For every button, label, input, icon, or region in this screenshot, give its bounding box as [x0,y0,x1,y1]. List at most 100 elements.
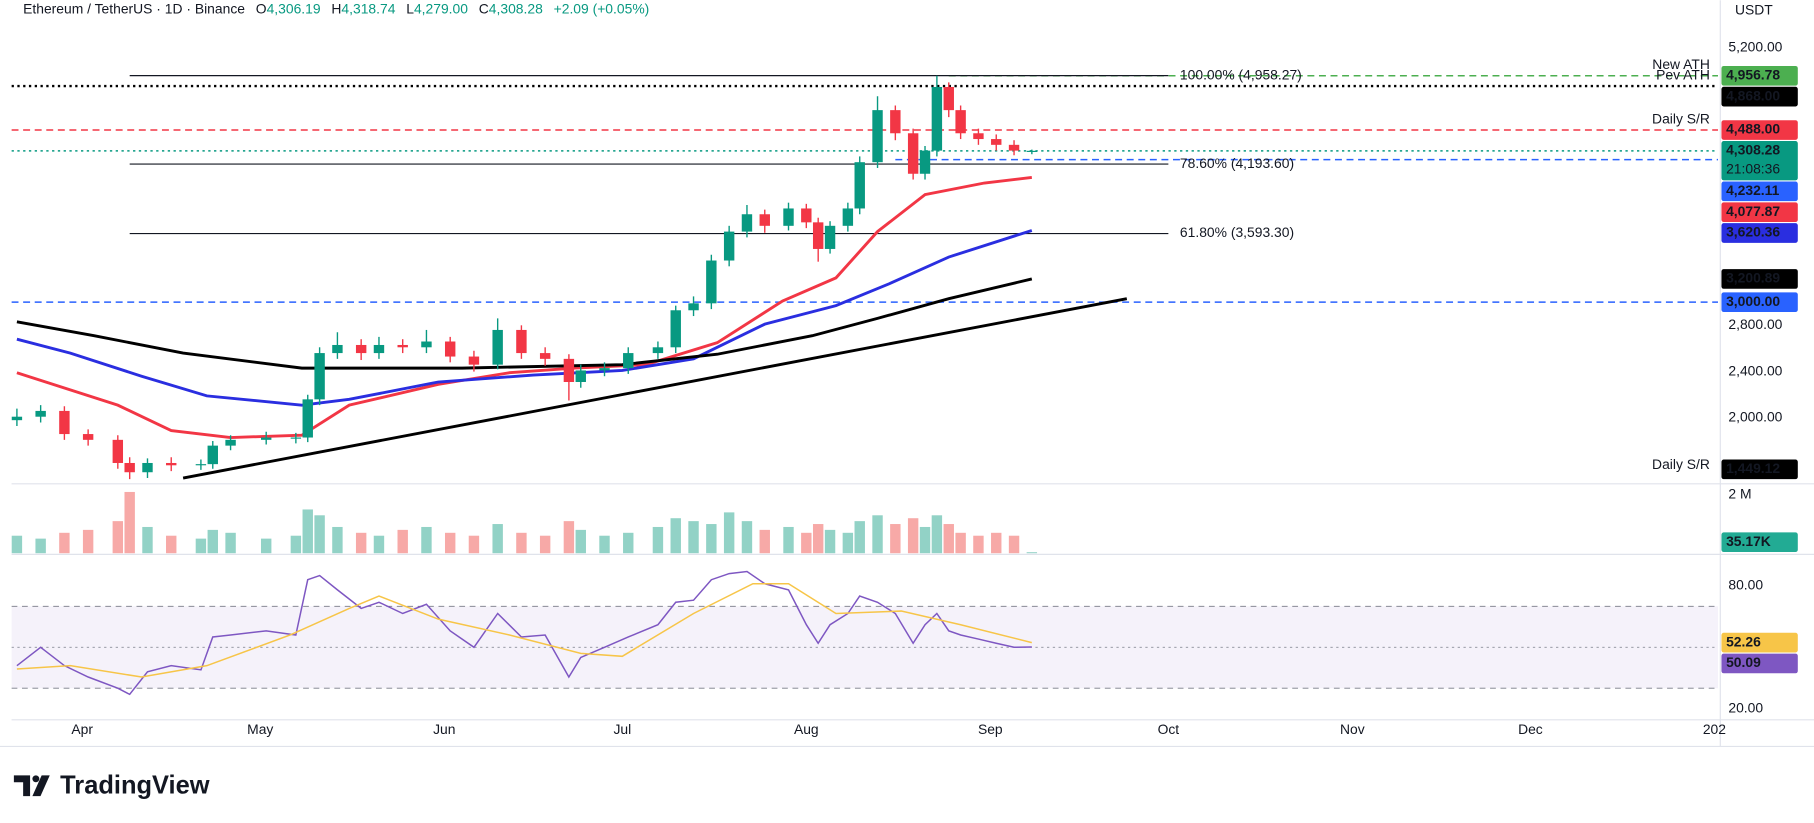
volume-bar [195,538,207,554]
volume-bar [575,529,586,554]
volume-bar [1008,535,1020,554]
trendline [182,297,1128,480]
volume-bar [373,535,385,554]
x-tick-label: Dec [1518,721,1543,737]
ohlc-key: L [406,0,414,16]
volume-bar [842,532,854,554]
axis-label: 4,956.78 [1726,66,1780,82]
level-note: New ATH [1652,56,1710,72]
volume-bar [1026,552,1038,554]
volume-bar [397,529,408,554]
candle-body [931,86,943,151]
volume-bar [872,515,883,554]
volume-bar [468,535,480,554]
volume-bar [623,532,634,554]
volume-bar [688,521,699,554]
volume-bar [783,526,794,554]
volume-bar [516,532,527,554]
candle-body [973,133,984,140]
candle-body [890,110,901,134]
axis-label: 4,232.11 [1726,182,1780,198]
x-tick-label: Sep [978,721,1003,737]
axis-label-box [1721,653,1798,674]
candle-body [82,434,94,440]
volume-bar [955,532,966,554]
axis-label-box [1721,223,1798,243]
candle-body [468,356,480,365]
x-tick-label: Apr [71,721,93,737]
volume-bar [943,524,954,554]
candle-body [955,110,966,134]
candle-body [783,208,794,226]
volume-bar [973,535,984,554]
candle-body [872,110,883,163]
volume-bar [539,535,551,554]
axis-label: 4,308.28 [1726,142,1780,158]
rsi-tick-label: 80.00 [1728,577,1763,593]
axis-label: 3,000.00 [1726,293,1780,309]
candle-body [124,462,135,473]
volume-bar [812,524,824,554]
candle-body [919,150,931,174]
candle-body [1008,144,1020,151]
moving-average [16,229,1033,407]
candle-body [355,344,367,354]
fib-label: 78.60% (4,193.60) [1180,155,1294,171]
axis-label: 3,620.36 [1726,224,1780,240]
ohlc-value: 4,306.19 [267,0,321,16]
ohlc-key: H [331,0,341,16]
x-tick-label: Nov [1340,721,1365,737]
volume-bar [599,535,610,554]
candle-body [539,353,551,359]
candle-body [444,341,456,357]
candle-body [670,310,681,348]
axis-label-box [1721,86,1798,107]
candle-body [112,439,124,463]
candle-body [166,462,177,466]
logo-icon [32,775,40,783]
y-tick-label: 2,000.00 [1728,409,1782,425]
rsi-pane [11,570,1718,696]
brand-logo: TradingView [13,772,210,800]
candle-body [575,370,586,382]
axis-label-box [1721,292,1798,313]
change: +2.09 (+0.05%) [554,0,650,16]
candle-body [1026,150,1038,152]
candle-body [854,162,865,209]
candle-body [516,329,527,354]
candle-body [225,439,236,446]
volume-bar [991,532,1002,554]
moving-average [16,176,1032,439]
fib-label: 100.00% (4,958.27) [1180,66,1302,82]
volume-bar [166,535,177,554]
volume-bar [112,521,124,554]
candle-body [563,358,575,382]
axis-label-box [1721,459,1798,480]
rsi-line [16,583,1033,678]
price-pane [11,75,1718,480]
candle-body [290,437,302,439]
candle-body [59,410,70,435]
x-tick-label: May [247,721,273,737]
logo-icon [32,775,50,797]
level-note: Daily S/R [1652,456,1710,472]
candle-body [11,416,23,421]
candle-body [943,86,954,111]
volume-bar [11,535,23,554]
rsi-line [16,570,1032,696]
x-tick-label: Jul [613,721,631,737]
candle-body [373,344,385,354]
axis-label-box [1721,632,1798,653]
axis-label-box [1721,269,1798,289]
candle-body [142,462,153,473]
volume-bar [260,538,272,554]
level-note: Daily S/R [1652,110,1710,126]
fib-label: 61.80% (3,593.30) [1180,224,1294,240]
volume-bar [332,526,343,554]
moving-average [16,277,1033,370]
volume-bar [907,518,919,554]
axis-label: 52.26 [1726,633,1761,649]
candle-body [812,222,824,249]
